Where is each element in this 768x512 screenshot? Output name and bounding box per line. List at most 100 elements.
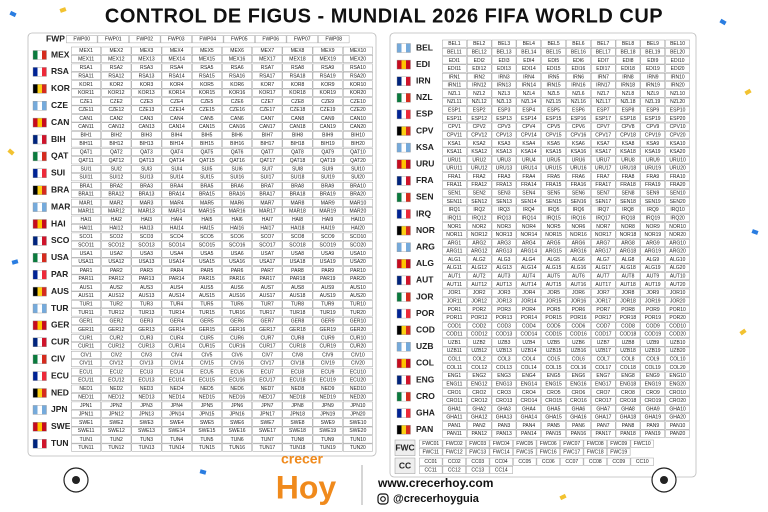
sticker-cell [131, 342, 162, 351]
sticker-cell [467, 122, 492, 131]
sticker-cell [541, 363, 566, 372]
sticker-label: ESP1 [448, 108, 461, 114]
sticker-label: UZB16 [571, 348, 587, 354]
sticker-label: QAT8 [291, 150, 304, 156]
sticker-cell [131, 300, 162, 309]
sticker-label: MEX2 [109, 48, 123, 54]
sticker-cell [665, 64, 690, 73]
sticker-label: CAN7 [261, 116, 275, 122]
flag-stripe [37, 439, 42, 449]
flag-border [396, 59, 411, 70]
sticker-cell [442, 89, 467, 98]
sticker-cell [222, 139, 252, 148]
sticker-label: CPV11 [447, 132, 463, 138]
sticker-label: SCO8 [291, 234, 305, 240]
sticker-cell [665, 164, 690, 172]
sticker-label: NED11 [78, 394, 94, 400]
sticker-label: EDI4 [523, 58, 534, 64]
sticker-cell [516, 205, 541, 214]
sticker-label: SWE6 [230, 420, 244, 426]
sticker-cell [71, 393, 102, 401]
sticker-label: COL19 [645, 365, 661, 371]
sticker-label: URU14 [521, 166, 538, 172]
sticker-cell [566, 213, 591, 222]
sticker-cell [491, 288, 517, 297]
sticker-label: SCO13 [138, 242, 155, 248]
sticker-label: RSA5 [200, 65, 213, 71]
sticker-label: NED15 [199, 394, 215, 400]
sticker-cell [566, 180, 591, 189]
sticker-cell [516, 48, 541, 56]
sticker-cell [615, 164, 641, 172]
sticker-label: KOR7 [260, 82, 274, 88]
sticker-cell [131, 426, 162, 435]
sticker-label: MEX10 [350, 48, 367, 54]
sticker-cell [541, 89, 566, 98]
sticker-cell [591, 106, 616, 115]
sticker-cell [222, 257, 252, 266]
sticker-label: FWP07 [294, 37, 311, 43]
sticker-cell [222, 418, 252, 427]
sticker-label: COD9 [646, 323, 660, 329]
sticker-label: HAI4 [171, 217, 182, 223]
sticker-cell [161, 435, 192, 444]
sticker-cell [343, 55, 373, 63]
sticker-cell [566, 97, 591, 106]
sticker-cell [516, 238, 541, 247]
sticker-cell [101, 367, 132, 376]
sticker-cell [442, 180, 467, 189]
sticker-label: AUS5 [200, 285, 213, 291]
flag-stripe [37, 236, 42, 246]
sticker-cell [101, 190, 132, 198]
sticker-cell [161, 88, 192, 97]
sticker-cell [161, 308, 192, 317]
sticker-cell [615, 114, 641, 123]
sticker-cell [467, 388, 492, 397]
sticker-cell [591, 305, 616, 314]
sticker-label: CC07 [565, 459, 578, 465]
sticker-cell [191, 266, 222, 275]
sticker-label: CAN13 [138, 124, 154, 130]
sticker-label: PAR8 [291, 268, 304, 274]
sticker-label: SEN3 [497, 191, 510, 197]
sticker-cell [591, 313, 616, 322]
sticker-label: CUR2 [109, 336, 123, 342]
flag-border [32, 270, 47, 280]
sticker-label: TUR10 [350, 302, 366, 308]
sticker-label: TUN17 [259, 445, 275, 451]
sticker-label: MEX17 [259, 56, 276, 62]
sticker-label: JPN7 [261, 403, 273, 409]
sticker-label: KSA2 [473, 141, 486, 147]
sticker-label: CAN18 [289, 124, 305, 130]
sticker-cell [161, 114, 192, 123]
sticker-cell [566, 280, 591, 289]
sticker-label: ENG9 [646, 373, 660, 379]
sticker-cell [222, 325, 252, 334]
sticker-cell [282, 291, 313, 300]
sticker-label: POR12 [471, 315, 488, 321]
sticker-label: BIH3 [141, 133, 152, 139]
sticker-cell [312, 63, 343, 72]
sticker-cell [312, 181, 343, 190]
sticker-cell [312, 215, 343, 224]
sticker-label: SUI16 [230, 175, 244, 181]
sticker-cell [615, 64, 641, 73]
sticker-cell [516, 122, 541, 131]
sticker-label: CC05 [518, 459, 531, 465]
sticker-cell [161, 291, 192, 300]
sticker-label: JOR19 [645, 298, 661, 304]
sticker-cell [591, 255, 616, 264]
sticker-cell [591, 405, 616, 413]
sticker-cell [640, 313, 665, 322]
sticker-cell [252, 257, 283, 266]
flag-stripe [406, 325, 411, 335]
sticker-label: KOR5 [200, 82, 214, 88]
sticker-label: RSA6 [231, 65, 244, 71]
sticker-label: NED19 [320, 394, 336, 400]
sticker-label: USA1 [80, 251, 93, 257]
flag-stripe [397, 126, 402, 136]
sticker-label: BEL7 [597, 41, 609, 47]
sticker-label: NED4 [170, 386, 184, 392]
sticker-cell [665, 189, 690, 197]
sticker-label: ALG19 [645, 265, 661, 271]
